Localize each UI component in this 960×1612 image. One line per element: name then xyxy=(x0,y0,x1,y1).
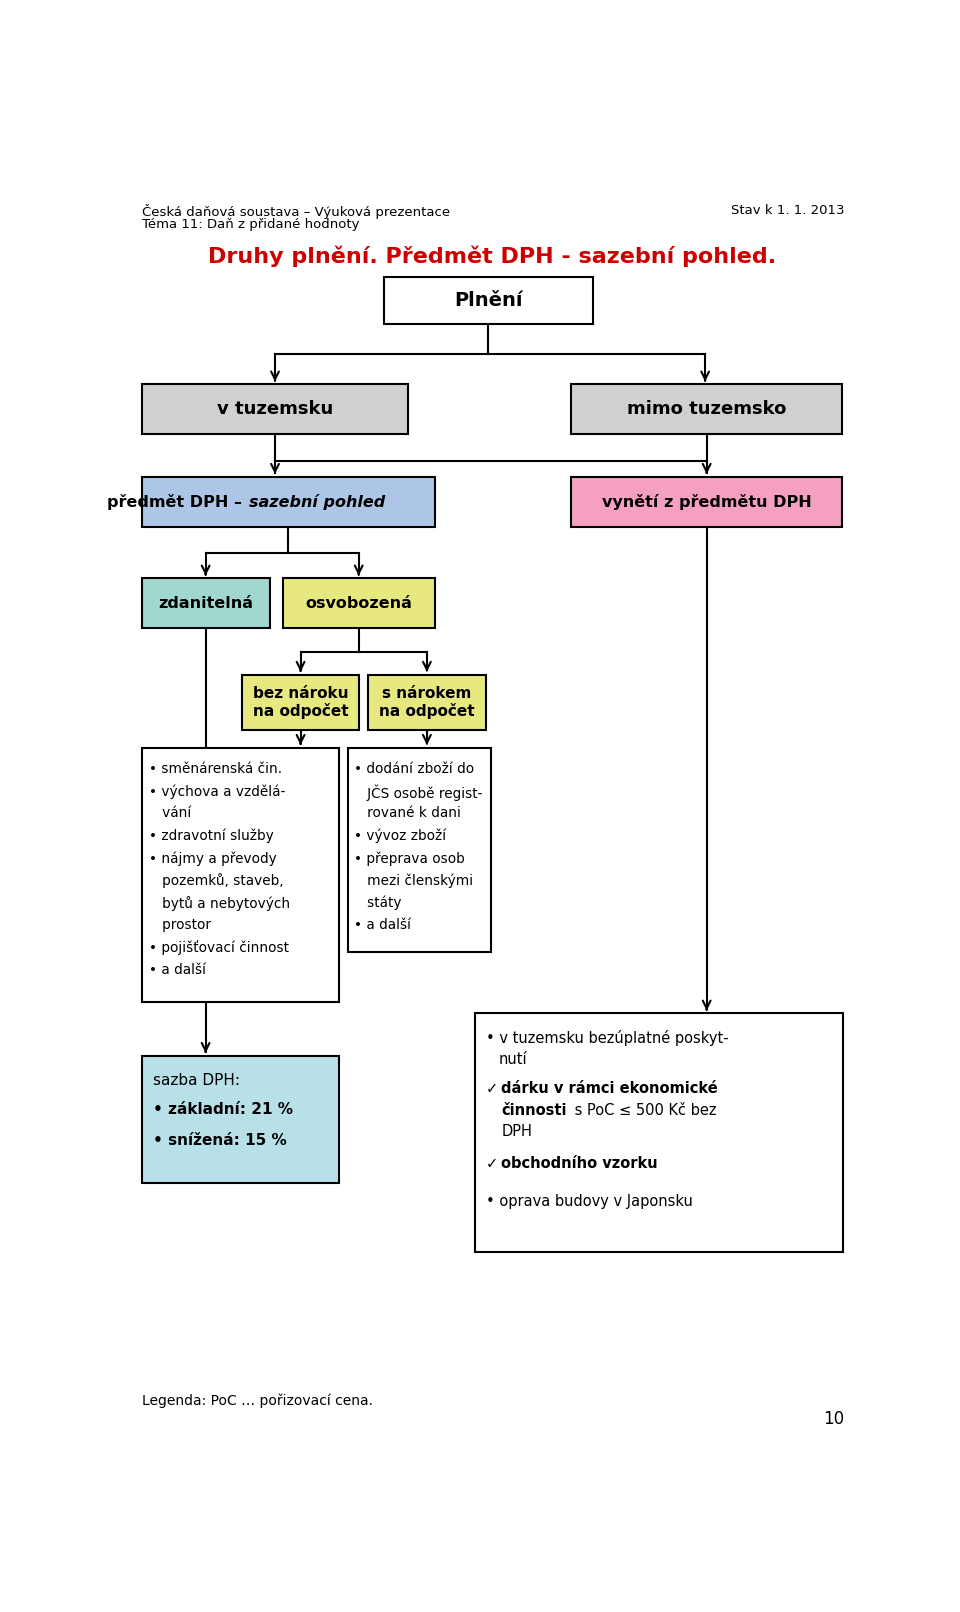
Text: ✓: ✓ xyxy=(486,1082,503,1096)
Text: prostor: prostor xyxy=(150,917,211,932)
Text: Téma 11: Daň z přidané hodnoty: Téma 11: Daň z přidané hodnoty xyxy=(142,218,359,231)
Text: vání: vání xyxy=(150,806,192,821)
Bar xyxy=(571,477,842,527)
Text: nutí: nutí xyxy=(498,1053,527,1067)
Bar xyxy=(142,579,270,629)
Text: • dodání zboží do: • dodání zboží do xyxy=(354,762,474,775)
Text: mezi členskými: mezi členskými xyxy=(354,874,473,888)
Text: Stav k 1. 1. 2013: Stav k 1. 1. 2013 xyxy=(732,205,845,218)
Text: • snížená: 15 %: • snížená: 15 % xyxy=(153,1133,286,1148)
Text: • v tuzemsku bezúplatné poskyt-: • v tuzemsku bezúplatné poskyt- xyxy=(486,1030,729,1046)
Bar xyxy=(571,384,842,435)
Text: • vývoz zboží: • vývoz zboží xyxy=(354,829,446,843)
Bar xyxy=(243,675,359,730)
Bar xyxy=(383,277,592,324)
Text: • nájmy a převody: • nájmy a převody xyxy=(150,851,277,866)
Bar xyxy=(348,748,492,953)
Bar xyxy=(142,748,339,1003)
Text: DPH: DPH xyxy=(501,1125,532,1140)
Text: • oprava budovy v Japonsku: • oprava budovy v Japonsku xyxy=(486,1194,693,1209)
Bar xyxy=(283,579,435,629)
Bar xyxy=(142,477,435,527)
Text: bez nároku
na odpočet: bez nároku na odpočet xyxy=(252,685,348,719)
Text: sazební pohled: sazební pohled xyxy=(250,493,386,509)
Bar xyxy=(368,675,486,730)
Text: • pojišťovací činnost: • pojišťovací činnost xyxy=(150,940,290,956)
Text: s nárokem
na odpočet: s nárokem na odpočet xyxy=(379,685,474,719)
Text: sazba DPH:: sazba DPH: xyxy=(153,1072,240,1088)
Text: • přeprava osob: • přeprava osob xyxy=(354,851,465,866)
Text: • a další: • a další xyxy=(354,917,411,932)
Text: dárku v rámci ekonomické: dárku v rámci ekonomické xyxy=(501,1082,718,1096)
Bar xyxy=(142,1056,339,1183)
Text: činnosti: činnosti xyxy=(501,1103,566,1117)
Text: • a další: • a další xyxy=(150,962,206,977)
Bar xyxy=(475,1014,843,1253)
Text: mimo tuzemsko: mimo tuzemsko xyxy=(627,400,786,419)
Text: • základní: 21 %: • základní: 21 % xyxy=(153,1103,293,1117)
Text: zdanitelná: zdanitelná xyxy=(158,596,253,611)
Text: JČS osobě regist-: JČS osobě regist- xyxy=(354,783,483,801)
Text: • směnárenská čin.: • směnárenská čin. xyxy=(150,762,282,775)
Text: rované k dani: rované k dani xyxy=(354,806,461,821)
Text: obchodního vzorku: obchodního vzorku xyxy=(501,1156,658,1170)
Text: Legenda: PoC … pořizovací cena.: Legenda: PoC … pořizovací cena. xyxy=(142,1393,372,1407)
Text: • výchova a vzdělá-: • výchova a vzdělá- xyxy=(150,783,286,798)
Text: státy: státy xyxy=(354,896,401,911)
Text: bytů a nebytových: bytů a nebytových xyxy=(150,896,291,911)
Text: předmět DPH –: předmět DPH – xyxy=(108,493,248,509)
Text: • zdravotní služby: • zdravotní služby xyxy=(150,829,275,843)
Text: vynětí z předmětu DPH: vynětí z předmětu DPH xyxy=(602,493,811,509)
Text: 10: 10 xyxy=(824,1410,845,1428)
Bar xyxy=(142,384,408,435)
Text: ✓: ✓ xyxy=(486,1156,503,1170)
Text: v tuzemsku: v tuzemsku xyxy=(217,400,333,419)
Text: Česká daňová soustava – Výuková prezentace: Česká daňová soustava – Výuková prezenta… xyxy=(142,205,450,219)
Text: osvobozená: osvobozená xyxy=(305,596,412,611)
Text: s PoC ≤ 500 Kč bez: s PoC ≤ 500 Kč bez xyxy=(569,1103,716,1117)
Text: pozemků, staveb,: pozemků, staveb, xyxy=(150,874,284,888)
Text: Druhy plnění. Předmět DPH - sazební pohled.: Druhy plnění. Předmět DPH - sazební pohl… xyxy=(208,245,776,268)
Text: Plnění: Plnění xyxy=(454,292,522,310)
